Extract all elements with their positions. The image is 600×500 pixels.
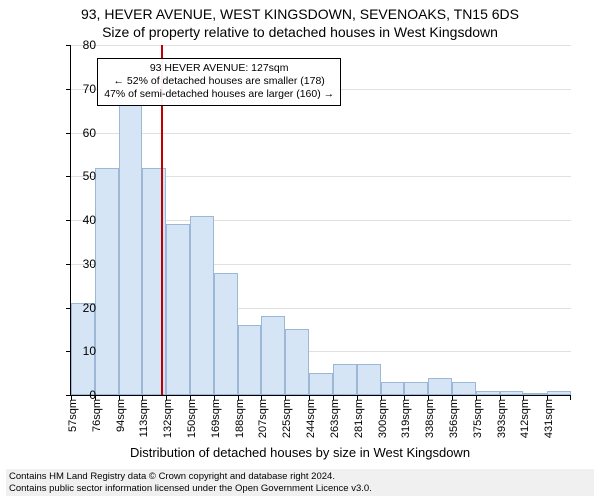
plot-area: 57sqm76sqm94sqm113sqm132sqm150sqm169sqm1… (70, 45, 571, 396)
footer-line1: Contains HM Land Registry data © Crown c… (9, 471, 591, 482)
xtick-mark (570, 395, 571, 400)
xtick-label: 132sqm (162, 399, 174, 438)
ytick-label: 40 (66, 213, 96, 227)
histogram-bar (190, 216, 214, 395)
xtick-label: 263sqm (329, 399, 341, 438)
histogram-bar (166, 224, 190, 395)
xtick-label: 188sqm (234, 399, 246, 438)
gridline (71, 45, 571, 46)
histogram-bar (309, 373, 333, 395)
histogram-bar (404, 382, 428, 395)
xtick-label: 431sqm (543, 399, 555, 438)
xtick-label: 281sqm (353, 399, 365, 438)
xtick-label: 225sqm (281, 399, 293, 438)
histogram-bar (523, 393, 547, 395)
ytick-label: 0 (66, 388, 96, 402)
xtick-label: 169sqm (210, 399, 222, 438)
histogram-bar (214, 273, 238, 396)
chart-container: 93, HEVER AVENUE, WEST KINGSDOWN, SEVENO… (0, 0, 600, 500)
ytick-label: 10 (66, 344, 96, 358)
annotation-line: 47% of semi-detached houses are larger (… (104, 88, 334, 101)
chart-title-line1: 93, HEVER AVENUE, WEST KINGSDOWN, SEVENO… (0, 6, 600, 22)
xtick-label: 393sqm (496, 399, 508, 438)
xtick-label: 150sqm (186, 399, 198, 438)
histogram-bar (452, 382, 476, 395)
xtick-label: 244sqm (305, 399, 317, 438)
xtick-label: 113sqm (138, 399, 150, 437)
histogram-bar (381, 382, 405, 395)
x-axis-label: Distribution of detached houses by size … (0, 445, 600, 460)
histogram-bar (238, 325, 262, 395)
histogram-bar (95, 168, 119, 396)
ytick-label: 60 (66, 126, 96, 140)
footer-attribution: Contains HM Land Registry data © Crown c… (6, 469, 594, 496)
histogram-bar (285, 329, 309, 395)
histogram-bar (333, 364, 357, 395)
xtick-label: 94sqm (115, 399, 127, 432)
ytick-label: 50 (66, 169, 96, 183)
xtick-label: 319sqm (400, 399, 412, 438)
histogram-bar (428, 378, 452, 396)
gridline (71, 133, 571, 134)
xtick-label: 356sqm (448, 399, 460, 438)
annotation-line: ← 52% of detached houses are smaller (17… (104, 75, 334, 88)
xtick-label: 375sqm (472, 399, 484, 438)
histogram-bar (261, 316, 285, 395)
xtick-label: 300sqm (377, 399, 389, 438)
ytick-label: 30 (66, 257, 96, 271)
xtick-label: 76sqm (91, 399, 103, 432)
ytick-label: 80 (66, 38, 96, 52)
ytick-label: 70 (66, 82, 96, 96)
histogram-bar (547, 391, 571, 395)
xtick-label: 207sqm (257, 399, 269, 438)
ytick-label: 20 (66, 301, 96, 315)
annotation-box: 93 HEVER AVENUE: 127sqm← 52% of detached… (97, 58, 341, 105)
footer-line2: Contains public sector information licen… (9, 483, 591, 494)
histogram-bar (357, 364, 381, 395)
xtick-label: 412sqm (519, 399, 531, 438)
histogram-bar (476, 391, 500, 395)
annotation-line: 93 HEVER AVENUE: 127sqm (104, 62, 334, 75)
xtick-label: 338sqm (424, 399, 436, 438)
histogram-bar (119, 102, 143, 395)
histogram-bar (500, 391, 524, 395)
xtick-label: 57sqm (67, 399, 79, 432)
